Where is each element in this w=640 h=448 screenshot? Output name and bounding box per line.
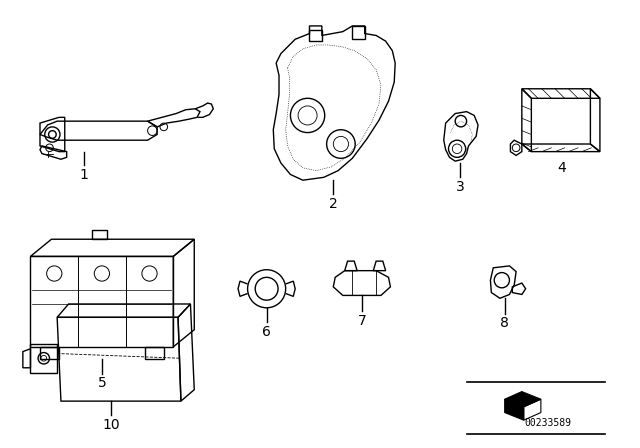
Text: 10: 10 [102,418,120,432]
Text: 4: 4 [557,161,566,175]
Polygon shape [505,392,541,407]
Text: 8: 8 [500,316,509,330]
Text: 5: 5 [97,376,106,390]
Polygon shape [505,399,524,420]
Text: 3: 3 [456,180,464,194]
Text: 7: 7 [358,314,366,327]
Text: 2: 2 [329,197,338,211]
Text: 00233589: 00233589 [524,418,571,428]
Text: 1: 1 [79,168,88,182]
Text: 9: 9 [639,382,640,396]
Text: 6: 6 [262,325,271,339]
